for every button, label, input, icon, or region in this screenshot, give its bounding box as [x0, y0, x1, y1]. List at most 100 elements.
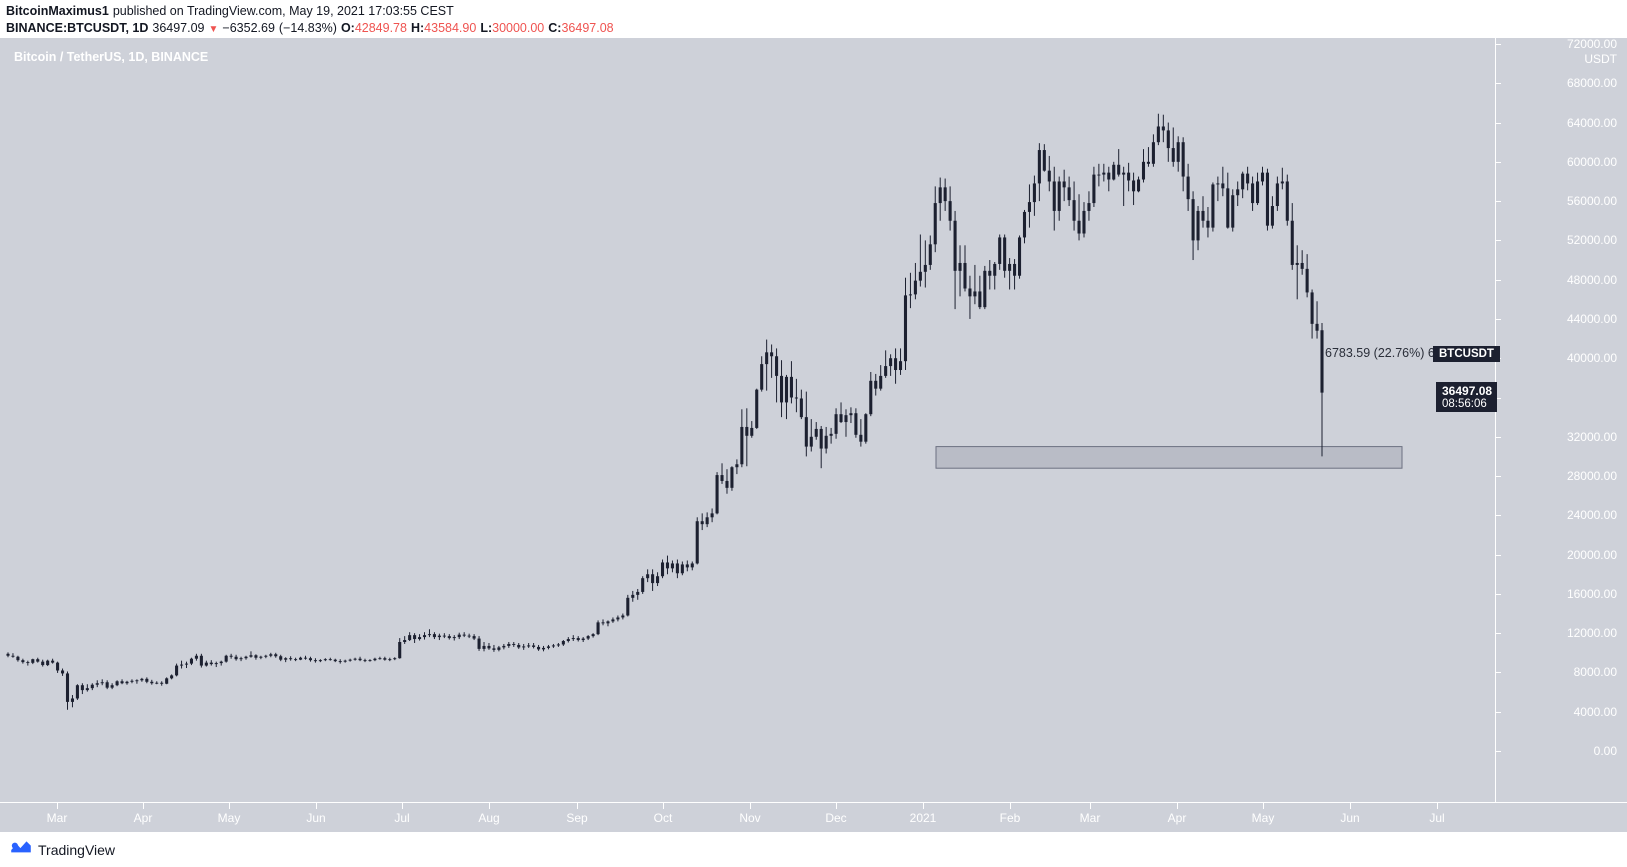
time-axis-tick: [143, 803, 144, 809]
price-axis-label: 60000.00: [1566, 154, 1617, 169]
price-axis-tick: [1496, 593, 1501, 595]
author-name: BitcoinMaximus1: [6, 4, 109, 18]
chart-series-title: Bitcoin / TetherUS, 1D, BINANCE: [14, 50, 209, 64]
publisher-line: BitcoinMaximus1 published on TradingView.…: [6, 3, 1627, 20]
time-axis-tick: [663, 803, 664, 809]
price-axis-label: 16000.00: [1566, 586, 1617, 601]
time-axis-tick: [1350, 803, 1351, 809]
time-axis-tick: [316, 803, 317, 809]
price-axis-tick: [1496, 436, 1501, 438]
price-axis-label: 28000.00: [1566, 469, 1617, 484]
tradingview-branding: TradingView: [10, 840, 115, 860]
current-price-badge[interactable]: 36497.08 08:56:06: [1436, 381, 1498, 412]
price-axis-label: 8000.00: [1573, 665, 1617, 680]
price-axis-tick: [1496, 201, 1501, 203]
high-label: H:: [410, 21, 425, 35]
candlestick-plot: [0, 38, 1495, 802]
time-axis-label: Sep: [566, 811, 588, 825]
price-axis-tick: [1496, 515, 1501, 517]
price-axis-label: 44000.00: [1566, 311, 1617, 326]
price-change-absolute: −6352.69: [222, 21, 275, 35]
price-axis-label: 24000.00: [1566, 508, 1617, 523]
current-price-countdown: 08:56:06: [1442, 397, 1487, 410]
open-value: 42849.78: [354, 21, 407, 35]
chart-pane[interactable]: Bitcoin / TetherUS, 1D, BINANCE 6783.59 …: [0, 38, 1495, 802]
time-axis-tick: [57, 803, 58, 809]
footer: TradingView: [0, 832, 1627, 867]
low-label: L:: [480, 21, 493, 35]
price-axis-label: 56000.00: [1566, 194, 1617, 209]
price-axis-label: 20000.00: [1566, 547, 1617, 562]
time-axis-label: Aug: [478, 811, 500, 825]
time-axis-label: Jul: [1429, 811, 1445, 825]
price-axis-label: 48000.00: [1566, 272, 1617, 287]
candles-group: [6, 113, 1324, 710]
price-axis-tick: [1496, 633, 1501, 635]
chart-info-header: BitcoinMaximus1 published on TradingView.…: [0, 0, 1627, 38]
close-label: C:: [548, 21, 562, 35]
symbol-quote-line: BINANCE:BTCUSDT, 1D 36497.09 ▼ −6352.69 (−14…: [6, 20, 1627, 38]
time-axis-tick: [577, 803, 578, 809]
price-axis-label: 12000.00: [1566, 626, 1617, 641]
candlestick-series: [6, 113, 1403, 710]
price-axis-label: 32000.00: [1566, 429, 1617, 444]
price-axis-label: 64000.00: [1566, 115, 1617, 130]
price-axis-tick: [1496, 83, 1501, 85]
time-axis-label: Mar: [46, 811, 68, 825]
time-axis-label: Apr: [133, 811, 153, 825]
tradingview-logo-icon: [10, 840, 32, 860]
open-label: O:: [340, 21, 355, 35]
price-axis-tick: [1496, 554, 1501, 556]
price-axis-label: 0.00: [1593, 744, 1617, 758]
time-axis-label: 2021: [909, 811, 937, 825]
time-axis-tick: [1437, 803, 1438, 809]
time-axis-tick: [1177, 803, 1178, 809]
price-axis-tick: [1496, 240, 1501, 242]
symbol-price-badge: BTCUSDT: [1433, 345, 1500, 362]
close-value: 36497.08: [561, 21, 614, 35]
price-axis-unit: USDT: [1584, 52, 1617, 66]
price-axis-tick: [1496, 44, 1501, 45]
time-axis-label: Dec: [825, 811, 847, 825]
time-axis-tick: [750, 803, 751, 809]
time-axis-label: Oct: [653, 811, 673, 825]
time-axis-tick: [1090, 803, 1091, 809]
published-text: published on TradingView.com, May 19, 20…: [112, 4, 454, 18]
time-axis-label: May: [1251, 811, 1275, 825]
support-zone-rectangle[interactable]: [935, 446, 1403, 469]
time-axis-tick: [1263, 803, 1264, 809]
time-axis-label: Nov: [739, 811, 761, 825]
low-value: 30000.00: [492, 21, 545, 35]
time-axis[interactable]: Mar Apr May Jun Jul Aug Sep Oct Nov Dec 2021 Feb Mar…: [0, 802, 1627, 832]
price-axis-tick: [1496, 161, 1501, 163]
time-axis-label: Jun: [1340, 811, 1360, 825]
time-axis-tick: [836, 803, 837, 809]
symbol-label: BINANCE:BTCUSDT, 1D: [6, 21, 149, 35]
price-axis-tick: [1496, 476, 1501, 478]
price-axis-label: 72000.00: [1566, 37, 1617, 51]
price-axis-tick: [1496, 279, 1501, 281]
time-axis-label: Apr: [1167, 811, 1187, 825]
time-axis-label: Mar: [1079, 811, 1101, 825]
time-axis-tick: [923, 803, 924, 809]
price-axis-tick: [1496, 751, 1501, 752]
price-axis-tick: [1496, 397, 1501, 399]
time-axis-label: May: [217, 811, 241, 825]
time-axis-tick: [1010, 803, 1011, 809]
price-axis-tick: [1496, 672, 1501, 674]
price-axis-label: 68000.00: [1566, 76, 1617, 91]
current-price-value: 36497.08: [1442, 383, 1493, 398]
price-axis-tick: [1496, 318, 1501, 320]
down-triangle-icon: ▼: [208, 24, 219, 35]
time-axis-label: Jul: [394, 811, 410, 825]
price-axis-tick: [1496, 122, 1501, 124]
price-axis[interactable]: 72000.00 68000.00 64000.00 60000.00 56000.00…: [1436, 37, 1627, 802]
time-axis-label: Jun: [306, 811, 326, 825]
price-axis-label: 52000.00: [1566, 233, 1617, 248]
price-change-percent: (−14.83%): [278, 21, 337, 35]
time-axis-label: Feb: [999, 811, 1021, 825]
time-axis-tick: [402, 803, 403, 809]
price-axis-label: 4000.00: [1573, 704, 1617, 719]
time-axis-tick: [489, 803, 490, 809]
time-axis-tick: [229, 803, 230, 809]
